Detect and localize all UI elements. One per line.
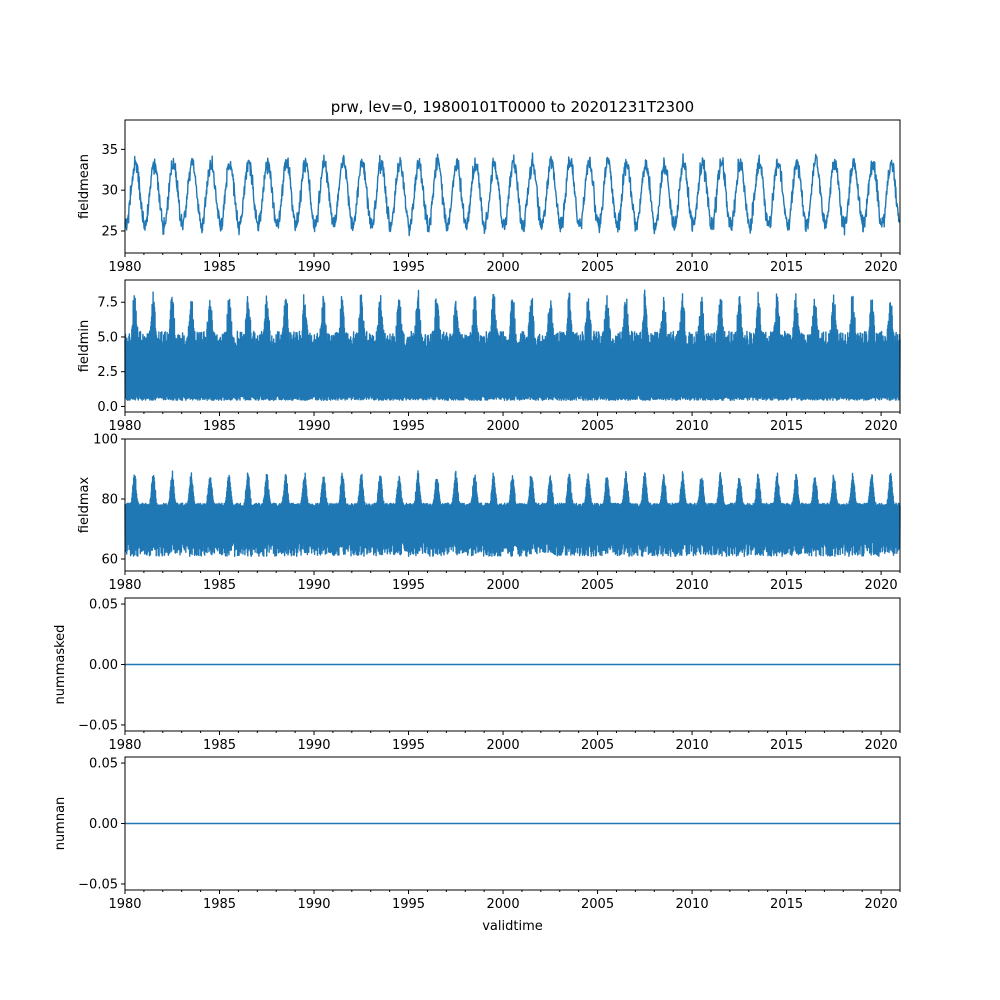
- x-tick-label: 1990: [297, 897, 330, 912]
- x-tick-label: 2010: [676, 578, 709, 593]
- y-tick-label: 80: [101, 493, 118, 508]
- y-tick-label: 35: [101, 143, 118, 158]
- x-tick-label: 2005: [581, 260, 614, 275]
- subplot-fieldmean: 1980 1985 1990 1995 2000 2005 2010 2015 2020 25 30…: [77, 119, 901, 275]
- x-tick-label: 2020: [865, 419, 898, 434]
- x-tick-label: 2000: [487, 260, 520, 275]
- y-tick-label: 30: [101, 184, 118, 199]
- x-tick-label: 2015: [770, 738, 803, 753]
- x-tick-label: 2010: [676, 738, 709, 753]
- y-tick-label: 0.0: [97, 400, 118, 415]
- x-tick-label: 1995: [392, 419, 425, 434]
- subplot-fieldmin: 1980 1985 1990 1995 2000 2005 2010 2015 2020 0.0 2…: [77, 279, 901, 434]
- x-tick-label: 2005: [581, 419, 614, 434]
- x-tick-label: 1980: [108, 419, 141, 434]
- subplot-fieldmax: 1980 1985 1990 1995 2000 2005 2010 2015 2020 60 80…: [77, 433, 901, 593]
- x-tick-label: 2005: [581, 578, 614, 593]
- x-tick-label: 1995: [392, 738, 425, 753]
- series-line-fieldmax-0: [124, 470, 901, 557]
- x-tick-label: 1995: [392, 578, 425, 593]
- y-tick-label: 100: [93, 433, 118, 448]
- x-tick-label: 1995: [392, 897, 425, 912]
- x-tick-label: 2020: [865, 578, 898, 593]
- x-tick-label: 2005: [581, 897, 614, 912]
- x-tick-label: 2010: [676, 419, 709, 434]
- x-tick-label: 1980: [108, 897, 141, 912]
- x-tick-label: 2010: [676, 260, 709, 275]
- x-tick-label: 2015: [770, 260, 803, 275]
- series-line-fieldmin-0: [124, 289, 901, 401]
- x-tick-label: 2020: [865, 897, 898, 912]
- y-tick-label: 0.05: [89, 757, 118, 772]
- x-tick-label: 2015: [770, 578, 803, 593]
- x-tick-label: 1980: [108, 260, 141, 275]
- figure-title: prw, lev=0, 19800101T0000 to 20201231T23…: [331, 98, 694, 116]
- y-axis-label-fieldmax: fieldmax: [77, 477, 92, 534]
- x-tick-label: 1995: [392, 260, 425, 275]
- y-tick-label: 2.5: [97, 365, 118, 380]
- x-tick-label: 2015: [770, 419, 803, 434]
- x-tick-label: 2000: [487, 419, 520, 434]
- x-tick-label: 1980: [108, 578, 141, 593]
- x-tick-label: 1990: [297, 260, 330, 275]
- x-tick-label: 2000: [487, 578, 520, 593]
- y-tick-label: 0.00: [89, 658, 118, 673]
- x-tick-label: 2020: [865, 738, 898, 753]
- x-tick-label: 1985: [203, 578, 236, 593]
- x-tick-label: 2000: [487, 738, 520, 753]
- y-tick-label: 0.00: [89, 817, 118, 832]
- plot-frame-fieldmin: [124, 279, 901, 413]
- plot-frame-fieldmean: [124, 119, 901, 254]
- y-axis-label-fieldmin: fieldmin: [77, 320, 92, 373]
- y-tick-label: 7.5: [97, 296, 118, 311]
- subplot-numnan: 1980 1985 1990 1995 2000 2005 2010 2015 2020 −0.0…: [53, 756, 901, 912]
- y-axis-label-numnan: numnan: [53, 797, 68, 851]
- x-tick-label: 1980: [108, 738, 141, 753]
- x-tick-label: 1990: [297, 578, 330, 593]
- y-tick-label: 5.0: [97, 330, 118, 345]
- subplot-stack: 1980 1985 1990 1995 2000 2005 2010 2015 2020 25 30…: [53, 119, 901, 912]
- x-tick-label: 1985: [203, 419, 236, 434]
- y-tick-label: 25: [101, 224, 118, 239]
- x-tick-label: 2020: [865, 260, 898, 275]
- y-tick-label: −0.05: [78, 718, 118, 733]
- series-line-fieldmean-0: [124, 152, 901, 237]
- x-tick-label: 1985: [203, 738, 236, 753]
- x-tick-label: 2015: [770, 897, 803, 912]
- y-axis-label-nummasked: nummasked: [53, 625, 68, 705]
- x-tick-label: 2000: [487, 897, 520, 912]
- x-tick-label: 2010: [676, 897, 709, 912]
- y-tick-label: 0.05: [89, 598, 118, 613]
- y-tick-label: −0.05: [78, 877, 118, 892]
- y-tick-label: 60: [101, 553, 118, 568]
- x-tick-label: 1990: [297, 419, 330, 434]
- subplot-nummasked: 1980 1985 1990 1995 2000 2005 2010 2015 2020 −0.0…: [53, 597, 901, 753]
- y-axis-label-fieldmean: fieldmean: [77, 154, 92, 219]
- x-tick-label: 1985: [203, 897, 236, 912]
- x-tick-label: 1985: [203, 260, 236, 275]
- plot-frame-fieldmax: [124, 438, 901, 572]
- x-axis-label: validtime: [482, 919, 543, 934]
- x-tick-label: 2005: [581, 738, 614, 753]
- x-tick-label: 1990: [297, 738, 330, 753]
